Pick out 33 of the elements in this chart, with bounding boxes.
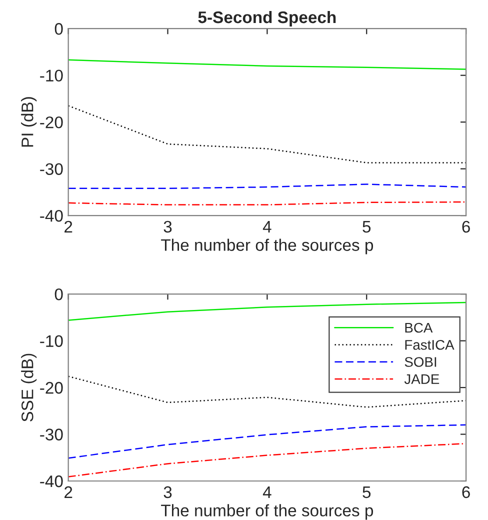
x-tick-label: 5 bbox=[362, 221, 371, 233]
line-series bbox=[68, 105, 466, 164]
legend-label: BCA bbox=[405, 322, 433, 333]
line-series bbox=[68, 59, 466, 70]
x-tick-label: 4 bbox=[262, 486, 272, 498]
line-series bbox=[68, 302, 466, 321]
x-tick-label: 2 bbox=[64, 220, 72, 232]
y-tick-label: -40 bbox=[40, 210, 63, 222]
line-series bbox=[68, 424, 466, 459]
x-axis-title: The number of the sources p bbox=[161, 238, 374, 254]
y-axis-title: PI (dB) bbox=[21, 97, 37, 147]
x-axis-title: The number of the sources p bbox=[161, 504, 374, 520]
x-tick-label: 2 bbox=[64, 486, 72, 498]
y-tick-label: -20 bbox=[40, 116, 63, 128]
x-tick-label: 5 bbox=[362, 486, 371, 498]
y-tick-label: -10 bbox=[40, 335, 63, 347]
x-tick-label: 3 bbox=[164, 220, 172, 233]
y-tick-label: -20 bbox=[40, 382, 63, 394]
legend-label: JADE bbox=[404, 374, 440, 384]
y-axis-title: SSE (dB) bbox=[21, 354, 37, 422]
y-tick-label: 0 bbox=[54, 288, 63, 300]
y-tick-label: -30 bbox=[40, 163, 63, 176]
y-tick-label: -30 bbox=[40, 428, 63, 440]
y-tick-label: -40 bbox=[40, 475, 63, 488]
chart-title: 5-Second Speech bbox=[198, 10, 336, 27]
x-tick-label: 6 bbox=[462, 220, 470, 233]
y-tick-label: -10 bbox=[40, 70, 63, 82]
x-tick-label: 4 bbox=[262, 221, 272, 232]
x-tick-label: 6 bbox=[462, 486, 470, 498]
legend-label: SOBI bbox=[404, 357, 436, 367]
legend-label: FastICA bbox=[405, 340, 454, 350]
x-tick-label: 3 bbox=[164, 486, 172, 498]
y-tick-label: 0 bbox=[54, 23, 63, 35]
